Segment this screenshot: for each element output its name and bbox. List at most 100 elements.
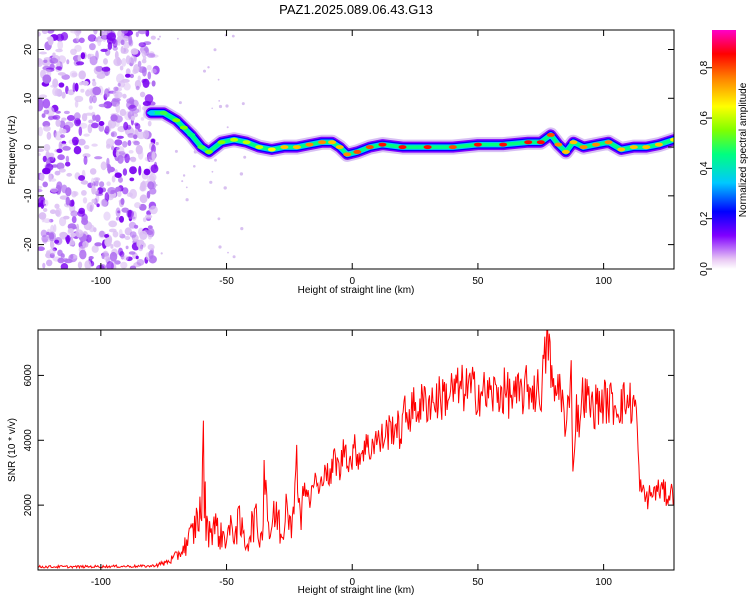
noise-blob xyxy=(142,66,147,77)
noise-blob xyxy=(80,88,85,93)
ridge-point xyxy=(318,140,327,145)
noise-blob xyxy=(96,73,106,79)
ridge-point xyxy=(242,140,251,145)
noise-blob xyxy=(83,155,88,165)
noise-blob xyxy=(82,80,89,86)
noise-speck xyxy=(155,141,159,146)
noise-blob xyxy=(133,63,140,74)
noise-blob xyxy=(122,141,128,148)
ridge-point xyxy=(604,140,613,145)
noise-blob xyxy=(112,97,121,103)
noise-speck xyxy=(218,100,221,102)
x-tick-label: 50 xyxy=(472,276,484,287)
noise-blob xyxy=(92,114,97,121)
ridge-point xyxy=(473,142,482,147)
noise-blob xyxy=(133,140,140,146)
noise-blob xyxy=(105,236,112,244)
noise-blob xyxy=(41,234,49,243)
noise-blob xyxy=(58,168,66,173)
noise-blob xyxy=(80,180,89,185)
y-tick-label: 0 xyxy=(23,144,34,150)
noise-blob xyxy=(126,192,133,197)
snr-y-ticks: 2000 4000 6000 xyxy=(23,364,674,516)
noise-blob xyxy=(61,140,67,145)
noise-blob xyxy=(83,145,90,150)
noise-blob xyxy=(65,196,71,206)
noise-blob xyxy=(128,150,134,154)
x-tick-label: 100 xyxy=(595,276,612,287)
noise-blob xyxy=(81,217,89,226)
noise-blob xyxy=(119,215,124,223)
noise-blob xyxy=(79,249,87,260)
noise-blob xyxy=(102,32,107,42)
noise-blob xyxy=(133,134,138,140)
noise-blob xyxy=(114,260,121,265)
ridge-point xyxy=(670,137,674,142)
noise-blob xyxy=(46,106,55,117)
noise-blob xyxy=(149,187,157,195)
noise-blob xyxy=(128,216,136,220)
noise-blob xyxy=(38,188,43,193)
noise-blob xyxy=(78,70,86,80)
noise-blob xyxy=(129,177,135,182)
noise-speck xyxy=(178,101,182,105)
noise-blob xyxy=(108,123,113,128)
noise-blob xyxy=(85,89,91,97)
noise-blob xyxy=(106,181,111,186)
noise-blob xyxy=(71,216,77,224)
heatmap-x-ticks: -100 -50 0 50 100 xyxy=(91,30,612,287)
noise-blob xyxy=(147,244,155,251)
noise-blob xyxy=(92,80,97,87)
noise-blob xyxy=(104,234,110,238)
noise-blob xyxy=(49,209,57,214)
noise-blob xyxy=(94,242,103,247)
noise-blob xyxy=(90,177,95,187)
noise-blob xyxy=(64,121,74,129)
noise-blob xyxy=(97,38,102,47)
noise-blob xyxy=(125,55,131,65)
noise-blob xyxy=(54,239,60,244)
y-tick-label: 10 xyxy=(23,92,34,104)
noise-blob xyxy=(94,156,103,160)
noise-blob xyxy=(139,203,147,211)
noise-blob xyxy=(115,186,121,192)
noise-blob xyxy=(98,121,105,126)
noise-blob xyxy=(38,94,48,99)
ridge-point xyxy=(217,140,226,145)
noise-blob xyxy=(103,211,111,221)
noise-blob xyxy=(88,256,94,260)
noise-speck xyxy=(155,184,158,187)
noise-blob xyxy=(120,46,124,54)
noise-blob xyxy=(63,110,70,115)
ridge-point xyxy=(554,142,563,147)
noise-blob xyxy=(151,80,156,87)
noise-blob xyxy=(55,119,61,127)
ridge-point xyxy=(280,145,289,150)
noise-blob xyxy=(42,155,47,163)
x-tick-label: -50 xyxy=(219,577,234,588)
noise-blob xyxy=(128,221,137,229)
noise-blob xyxy=(83,133,90,137)
noise-blob xyxy=(122,93,127,99)
noise-blob xyxy=(117,82,121,87)
ridge-point xyxy=(204,149,213,154)
noise-blob xyxy=(85,234,92,243)
noise-blob xyxy=(120,261,128,269)
noise-blob xyxy=(142,217,147,223)
noise-blob xyxy=(113,57,123,67)
heatmap-y-ticks: -20 -10 0 10 20 xyxy=(23,44,674,252)
noise-blob xyxy=(69,70,78,78)
noise-blob xyxy=(71,136,79,145)
noise-blob xyxy=(61,117,67,121)
noise-blob xyxy=(54,170,61,176)
x-tick-label: 0 xyxy=(349,577,355,588)
ridge-point xyxy=(343,152,352,157)
noise-speck xyxy=(213,48,217,52)
noise-blob xyxy=(72,82,76,93)
noise-blob xyxy=(76,32,80,42)
noise-blob xyxy=(59,120,66,129)
noise-blob xyxy=(74,100,79,108)
ridge-point xyxy=(423,145,432,150)
noise-blob xyxy=(123,121,129,131)
noise-blob xyxy=(87,34,97,42)
